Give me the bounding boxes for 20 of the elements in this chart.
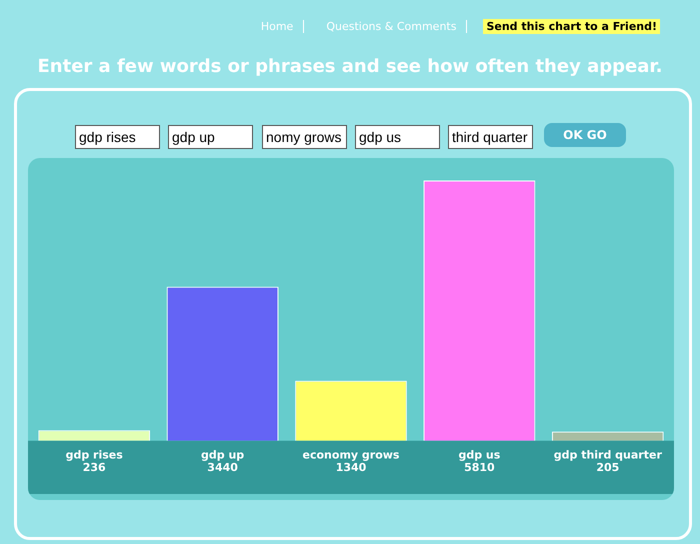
text: gdp us (355, 125, 440, 149)
text: gdp rises (75, 125, 160, 149)
data-label: 3440 (207, 461, 238, 474)
text: Questions & Comments (325, 20, 458, 33)
data-label: 205 (596, 461, 620, 474)
x-tick-label: economy grows (302, 448, 400, 462)
text: Home (260, 20, 294, 33)
text: third quarter (448, 125, 533, 149)
x-tick-label: gdp up (201, 448, 244, 462)
text: gdp up (168, 125, 253, 149)
x-tick-label: gdp rises (66, 448, 124, 462)
text: OK GO (544, 123, 626, 147)
data-label: 5810 (464, 461, 496, 474)
x-tick-label: gdp us (458, 448, 501, 462)
data-label: 236 (82, 461, 106, 474)
data-label: 1340 (336, 461, 367, 474)
text: nomy grows (262, 125, 347, 149)
chart-title: Enter a few words or phrases and see how often they appear. (36, 56, 664, 77)
x-tick-label: gdp third quarter (554, 448, 662, 462)
text: Send this chart to a Friend! (483, 19, 660, 34)
